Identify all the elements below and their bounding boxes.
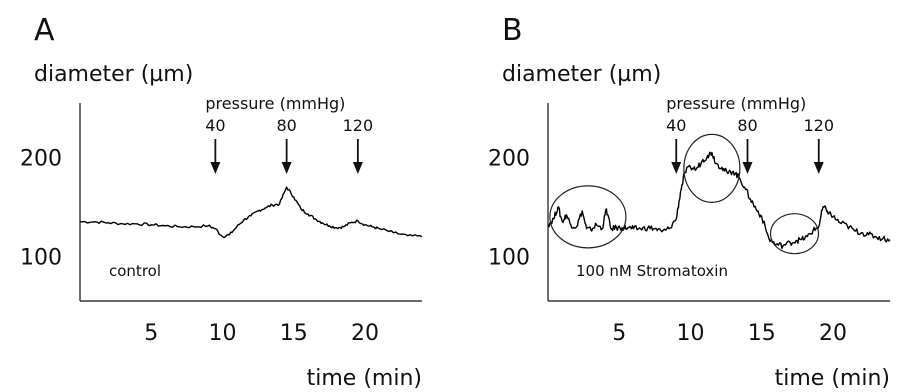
pressure-step-label: 40 <box>666 116 686 135</box>
arrow-down-icon <box>742 162 753 174</box>
x-tick-label: 20 <box>351 321 379 346</box>
arrow-down-icon <box>352 162 363 174</box>
panel-letter: B <box>502 13 523 48</box>
pressure-title: pressure (mmHg) <box>205 94 345 113</box>
x-tick-label: 15 <box>748 321 776 346</box>
y-axis-label: diameter (µm) <box>502 62 661 87</box>
y-tick-label: 200 <box>20 146 62 171</box>
x-tick-label: 15 <box>280 321 308 346</box>
y-axis-label: diameter (µm) <box>34 62 193 87</box>
highlight-ellipse <box>769 213 820 255</box>
pressure-step-label: 80 <box>737 116 757 135</box>
y-tick-label: 200 <box>488 146 530 171</box>
arrow-down-icon <box>281 162 292 174</box>
condition-label: 100 nM Stromatoxin <box>576 262 728 280</box>
y-tick-label: 100 <box>488 245 530 270</box>
arrow-down-icon <box>210 162 221 174</box>
diameter-trace <box>547 151 891 250</box>
x-tick-label: 5 <box>144 321 158 346</box>
x-axis-label: time (min) <box>307 366 422 391</box>
y-tick-label: 100 <box>20 245 62 270</box>
condition-label: control <box>109 262 161 280</box>
highlight-ellipse <box>683 133 741 203</box>
pressure-step-label: 40 <box>205 116 225 135</box>
arrow-down-icon <box>671 162 682 174</box>
pressure-step-label: 120 <box>343 116 374 135</box>
highlight-ellipse <box>549 185 627 249</box>
x-tick-label: 10 <box>209 321 237 346</box>
x-tick-label: 10 <box>677 321 705 346</box>
diameter-trace <box>80 186 423 239</box>
pressure-step-label: 80 <box>276 116 296 135</box>
pressure-step-label: 120 <box>803 116 834 135</box>
x-tick-label: 5 <box>612 321 626 346</box>
x-axis-label: time (min) <box>775 366 890 391</box>
pressure-title: pressure (mmHg) <box>666 94 806 113</box>
arrow-down-icon <box>813 162 824 174</box>
panel-letter: A <box>34 13 55 48</box>
x-tick-label: 20 <box>819 321 847 346</box>
